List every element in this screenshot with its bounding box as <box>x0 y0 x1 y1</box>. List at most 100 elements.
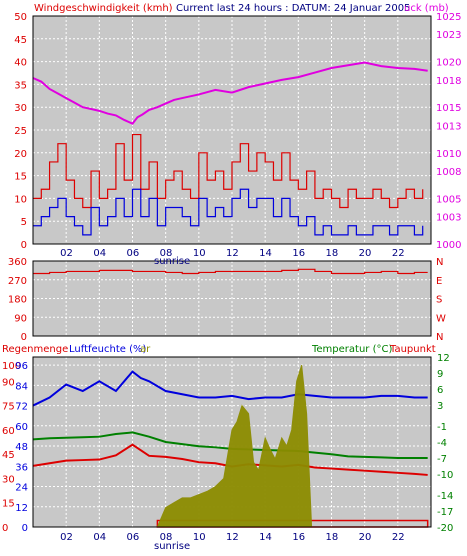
humidity-tick-label: 12 <box>15 503 28 514</box>
chart-title: Current last 24 hours : DATUM: 24 Januar… <box>176 3 410 14</box>
compass-tick-label: N <box>436 332 443 343</box>
temperature-tick-label: -7 <box>437 454 447 465</box>
sunrise-label-top: sunrise <box>154 256 190 267</box>
direction-tick-label: 360 <box>8 257 27 268</box>
pressure-axis-title: uck (mb) <box>404 3 449 14</box>
humidity-axis-title: Luftfeuchte (%) <box>69 344 147 355</box>
temperature-tick-label: -4 <box>437 438 447 449</box>
pressure-tick-label: 1003 <box>436 213 461 224</box>
compass-tick-label: W <box>436 313 446 324</box>
rain-axis-title: Regenmenge <box>2 344 68 355</box>
climate-panel-border <box>32 356 432 528</box>
pressure-tick-label: 1005 <box>436 194 461 205</box>
dewpoint-axis-title: Taupunkt <box>389 344 436 355</box>
pressure-tick-label: 1018 <box>436 76 461 87</box>
wind-panel-border <box>32 15 432 245</box>
hour-tick-label: 18 <box>326 248 339 259</box>
hour-tick-label: 02 <box>60 532 73 543</box>
humidity-tick-label: 0 <box>22 523 28 534</box>
compass-tick-label: S <box>436 295 442 306</box>
temperature-tick-label: -17 <box>437 507 453 518</box>
pressure-tick-label: 1023 <box>436 30 461 41</box>
hour-tick-label: 16 <box>292 248 305 259</box>
hour-tick-label: 12 <box>226 248 239 259</box>
temperature-tick-label: 3 <box>437 401 443 412</box>
rain-tick-label: 15 <box>2 499 15 510</box>
sunrise-label-bottom: sunrise <box>154 541 190 551</box>
humidity-tick-label: 72 <box>15 402 28 413</box>
humidity-series-line <box>32 370 428 407</box>
wind-tick-label: 45 <box>14 35 27 46</box>
hour-tick-label: 12 <box>226 532 239 543</box>
hour-tick-label: 08 <box>160 248 173 259</box>
rain-tick-label: 30 <box>2 474 15 485</box>
temperature-tick-label: -10 <box>437 470 453 481</box>
rain-area <box>156 364 313 528</box>
wind-mean-line <box>33 188 424 236</box>
hour-tick-label: 20 <box>359 532 372 543</box>
pressure-series-line <box>32 61 428 125</box>
hour-tick-label: 20 <box>359 248 372 259</box>
direction-panel-border <box>32 260 432 337</box>
rain-tick-label: 0 <box>2 523 8 534</box>
wind-tick-label: 10 <box>14 194 27 205</box>
direction-tick-label: 180 <box>8 295 27 306</box>
wind-tick-label: 25 <box>14 126 27 137</box>
temperature-tick-label: 12 <box>437 353 450 364</box>
hour-tick-label: 18 <box>326 532 339 543</box>
marks-layer <box>32 61 429 528</box>
hour-tick-label: 04 <box>93 532 106 543</box>
wind-tick-label: 30 <box>14 103 27 114</box>
wind-tick-label: 35 <box>14 80 27 91</box>
hour-tick-label: 08 <box>160 532 173 543</box>
wind-tick-label: 5 <box>21 217 27 228</box>
hour-tick-label: 06 <box>127 532 140 543</box>
temperature-tick-label: 6 <box>437 385 443 396</box>
temperature-tick-label: -1 <box>437 422 447 433</box>
rain-tick-label: 100 <box>2 361 21 372</box>
direction-tick-label: 90 <box>14 313 27 324</box>
axis-layer: 0202040406060808101012121414161618182020… <box>2 12 461 543</box>
pressure-tick-label: 1013 <box>436 121 461 132</box>
wind-tick-label: 0 <box>21 240 27 251</box>
hour-tick-label: 06 <box>127 248 140 259</box>
hour-tick-label: 02 <box>60 248 73 259</box>
temperature-axis-title: Temperatur (°C) <box>311 344 392 355</box>
humidity-tick-label: 36 <box>15 462 28 473</box>
temperature-tick-label: -20 <box>437 523 453 534</box>
temperature-tick-label: -14 <box>437 491 453 502</box>
pressure-tick-label: 1008 <box>436 167 461 178</box>
rain-tick-label: 90 <box>2 377 15 388</box>
wind-tick-label: 20 <box>14 149 27 160</box>
wind-tick-label: 50 <box>14 12 27 23</box>
pressure-tick-label: 1015 <box>436 103 461 114</box>
temperature-tick-label: 9 <box>437 369 443 380</box>
hour-tick-label: 14 <box>259 248 272 259</box>
direction-tick-label: 270 <box>8 276 27 287</box>
humidity-tick-label: 24 <box>15 483 28 494</box>
hour-tick-label: 04 <box>93 248 106 259</box>
direction-series-line <box>33 268 428 275</box>
direction-tick-label: 0 <box>21 332 27 343</box>
wind-gusts-line <box>33 133 424 209</box>
wind-tick-label: 40 <box>14 58 27 69</box>
compass-tick-label: E <box>436 276 442 287</box>
wind-tick-label: 15 <box>14 172 27 183</box>
rain-tick-label: 60 <box>2 426 15 437</box>
pressure-tick-label: 1010 <box>436 149 461 160</box>
hour-tick-label: 16 <box>292 532 305 543</box>
pressure-tick-label: 1000 <box>436 240 461 251</box>
compass-tick-label: N <box>436 257 443 268</box>
humidity-tick-label: 48 <box>15 442 28 453</box>
pressure-tick-label: 1020 <box>436 58 461 69</box>
hour-tick-label: 22 <box>392 532 405 543</box>
humidity-tick-label: 84 <box>15 381 28 392</box>
pressure-tick-label: 1025 <box>436 12 461 23</box>
hour-tick-label: 22 <box>392 248 405 259</box>
rain-tick-label: 45 <box>2 450 15 461</box>
hour-tick-label: 10 <box>193 248 206 259</box>
extra-axis-title: ar <box>140 344 151 355</box>
wind-speed-axis-title: Windgeschwindigkeit (kmh) <box>34 3 173 14</box>
